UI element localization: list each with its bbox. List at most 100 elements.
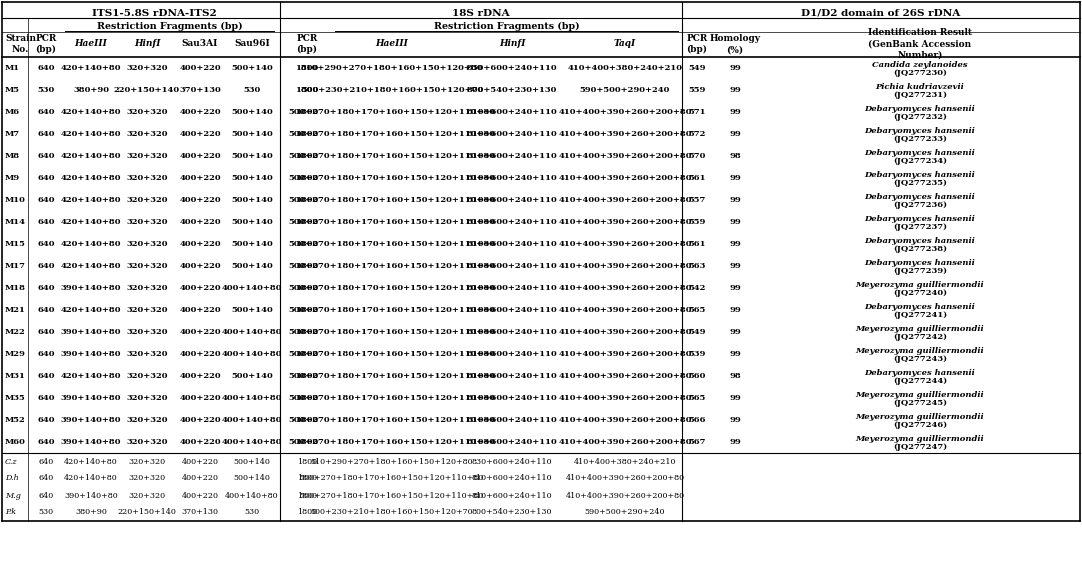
Text: 810+600+240+110: 810+600+240+110: [466, 416, 557, 424]
Text: 500+140: 500+140: [232, 130, 273, 138]
Text: 810+600+240+110: 810+600+240+110: [466, 328, 557, 336]
Text: (JQ277231): (JQ277231): [893, 91, 947, 99]
Text: (JQ277230): (JQ277230): [893, 69, 947, 77]
Text: 400+220: 400+220: [180, 152, 221, 160]
Text: 640: 640: [37, 394, 55, 402]
Text: 420+140+80: 420+140+80: [61, 262, 121, 270]
Text: 1800: 1800: [295, 306, 318, 314]
Text: 400+220: 400+220: [180, 64, 221, 72]
Text: 420+140+80: 420+140+80: [64, 474, 118, 482]
Text: 500+140: 500+140: [232, 108, 273, 116]
Text: 320+320: 320+320: [127, 284, 168, 292]
Text: 410+400+390+260+200+80: 410+400+390+260+200+80: [558, 174, 691, 182]
Text: 500+230+210+180+160+150+120+70: 500+230+210+180+160+150+120+70: [311, 508, 473, 516]
Text: 810+600+240+110: 810+600+240+110: [466, 284, 557, 292]
Text: 390+140+80: 390+140+80: [61, 284, 121, 292]
Text: 99: 99: [729, 284, 741, 292]
Text: 400+140+80: 400+140+80: [222, 284, 282, 292]
Text: M31: M31: [5, 372, 26, 380]
Text: (JQ277245): (JQ277245): [893, 399, 947, 407]
Text: M.g: M.g: [5, 491, 21, 499]
Text: 400+220: 400+220: [182, 491, 219, 499]
Text: 320+320: 320+320: [127, 438, 168, 446]
Text: 810+600+240+110: 810+600+240+110: [466, 196, 557, 204]
Text: 410+400+380+240+210: 410+400+380+240+210: [567, 64, 683, 72]
Text: 410+400+390+260+200+80: 410+400+390+260+200+80: [558, 240, 691, 248]
Text: 640: 640: [37, 372, 55, 380]
Text: 400+220: 400+220: [180, 240, 221, 248]
Text: 640: 640: [37, 306, 55, 314]
Text: 18S rDNA: 18S rDNA: [452, 9, 510, 18]
Text: 410+400+390+260+200+80: 410+400+390+260+200+80: [558, 152, 691, 160]
Text: 810+600+240+110: 810+600+240+110: [472, 491, 552, 499]
Text: 1800: 1800: [295, 218, 318, 226]
Text: 1800: 1800: [295, 372, 318, 380]
Text: (JQ277238): (JQ277238): [893, 245, 947, 253]
Text: 500+140: 500+140: [232, 372, 273, 380]
Text: 320+320: 320+320: [127, 152, 168, 160]
Text: 640: 640: [37, 174, 55, 182]
Text: 420+140+80: 420+140+80: [61, 372, 121, 380]
Text: 590+500+290+240: 590+500+290+240: [584, 508, 665, 516]
Text: 559: 559: [688, 86, 705, 94]
Text: 320+320: 320+320: [127, 372, 168, 380]
Text: 99: 99: [729, 196, 741, 204]
Text: (JQ277241): (JQ277241): [893, 311, 947, 319]
Text: 1800: 1800: [295, 174, 318, 182]
Text: 400+220: 400+220: [180, 350, 221, 358]
Text: 400+220: 400+220: [180, 218, 221, 226]
Text: 410+400+390+260+200+80: 410+400+390+260+200+80: [558, 416, 691, 424]
Text: 510+290+270+180+160+150+120+80: 510+290+270+180+160+150+120+80: [301, 64, 484, 72]
Text: 370+130: 370+130: [182, 508, 219, 516]
Text: 410+400+390+260+200+80: 410+400+390+260+200+80: [558, 306, 691, 314]
Text: 410+400+390+260+200+80: 410+400+390+260+200+80: [566, 474, 685, 482]
Text: (JQ277247): (JQ277247): [893, 443, 947, 451]
Text: 99: 99: [729, 108, 741, 116]
Text: 1800: 1800: [295, 108, 318, 116]
Text: 99: 99: [729, 218, 741, 226]
Text: 410+400+390+260+200+80: 410+400+390+260+200+80: [558, 438, 691, 446]
Text: 320+320: 320+320: [129, 474, 166, 482]
Text: 500+270+180+170+160+150+120+110+80: 500+270+180+170+160+150+120+110+80: [289, 350, 496, 358]
Text: 500+140: 500+140: [232, 218, 273, 226]
Text: M21: M21: [5, 306, 26, 314]
Text: 390+140+80: 390+140+80: [61, 416, 121, 424]
Text: 420+140+80: 420+140+80: [61, 130, 121, 138]
Text: (JQ277240): (JQ277240): [893, 289, 947, 297]
Text: 400+220: 400+220: [180, 438, 221, 446]
Text: 510+290+270+180+160+150+120+80: 510+290+270+180+160+150+120+80: [311, 458, 473, 466]
Text: 420+140+80: 420+140+80: [61, 64, 121, 72]
Text: (JQ277237): (JQ277237): [893, 223, 947, 231]
Text: 1800: 1800: [295, 438, 318, 446]
Text: 500+270+180+170+160+150+120+110+80: 500+270+180+170+160+150+120+110+80: [300, 491, 484, 499]
Text: 410+400+390+260+200+80: 410+400+390+260+200+80: [558, 262, 691, 270]
Text: 1800: 1800: [295, 152, 318, 160]
Text: 810+600+240+110: 810+600+240+110: [466, 218, 557, 226]
Text: 500+270+180+170+160+150+120+110+80: 500+270+180+170+160+150+120+110+80: [289, 174, 496, 182]
Text: Restriction Fragments (bp): Restriction Fragments (bp): [96, 22, 242, 31]
Text: 530: 530: [38, 86, 54, 94]
Text: C.z: C.z: [5, 458, 17, 466]
Text: 800+540+230+130: 800+540+230+130: [472, 508, 552, 516]
Text: Debaryomyces hansenii: Debaryomyces hansenii: [865, 127, 975, 135]
Text: PCR
(bp): PCR (bp): [36, 34, 56, 54]
Text: 563: 563: [688, 262, 705, 270]
Text: 1800: 1800: [296, 458, 317, 466]
Text: 1800: 1800: [295, 240, 318, 248]
Text: (JQ277232): (JQ277232): [893, 113, 947, 121]
Text: 500+270+180+170+160+150+120+110+80: 500+270+180+170+160+150+120+110+80: [289, 394, 496, 402]
Text: 566: 566: [688, 416, 705, 424]
Text: 640: 640: [37, 218, 55, 226]
Text: 390+140+80: 390+140+80: [61, 438, 121, 446]
Text: 1800: 1800: [296, 491, 317, 499]
Text: M52: M52: [5, 416, 26, 424]
Text: 640: 640: [37, 152, 55, 160]
Text: 810+600+240+110: 810+600+240+110: [466, 350, 557, 358]
Text: 98: 98: [729, 152, 741, 160]
Text: 410+400+390+260+200+80: 410+400+390+260+200+80: [558, 328, 691, 336]
Text: 1800: 1800: [296, 474, 317, 482]
Text: 500+140: 500+140: [232, 196, 273, 204]
Text: 400+140+80: 400+140+80: [222, 416, 282, 424]
Text: 549: 549: [688, 64, 705, 72]
Text: 640: 640: [37, 438, 55, 446]
